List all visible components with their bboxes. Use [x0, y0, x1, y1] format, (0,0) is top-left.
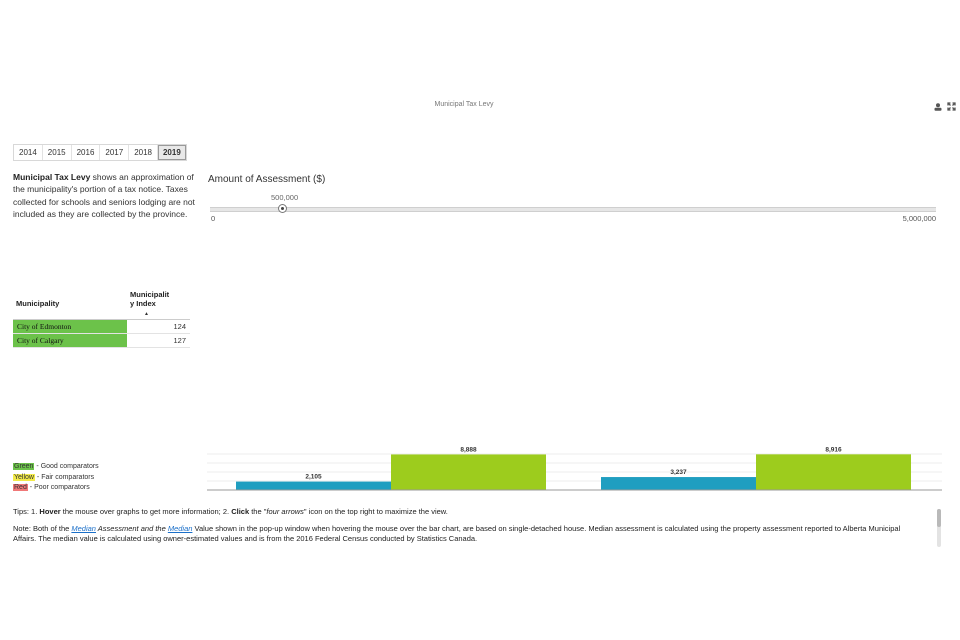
slider-value-label: 500,000	[271, 193, 299, 202]
year-button-2015[interactable]: 2015	[42, 145, 72, 160]
median-link[interactable]: Median	[167, 524, 193, 533]
assessment-slider-thumb[interactable]	[278, 204, 288, 213]
year-button-2017[interactable]: 2017	[100, 145, 130, 160]
year-button-2016[interactable]: 2016	[71, 145, 101, 160]
municipality-index: 127	[127, 333, 190, 348]
tips-mid: the mouse over graphs to get more inform…	[60, 507, 232, 516]
bar-2-1[interactable]	[601, 477, 756, 490]
slider-min-label: 0	[211, 214, 216, 223]
slider-label: Amount of Assessment ($)	[208, 174, 326, 185]
assessment-slider-track[interactable]	[210, 207, 936, 212]
column-header-municipality[interactable]: Municipality	[13, 288, 127, 320]
note: Note: Both of the Median Assessment and …	[13, 524, 923, 544]
year-button-2014[interactable]: 2014	[14, 145, 43, 160]
legend-swatch: Red	[13, 484, 28, 491]
bar-1-2[interactable]	[391, 454, 546, 490]
tips-mid2: the "	[249, 507, 267, 516]
person-icon[interactable]	[933, 102, 942, 111]
bar-value-label: 2,105	[305, 474, 322, 481]
slider-max-label: 5,000,000	[902, 214, 936, 223]
bar-1-1[interactable]	[236, 481, 391, 490]
year-selector: 2014 2015 2016 2017 2018 2019	[13, 144, 187, 161]
municipality-index: 124	[127, 319, 190, 334]
page-title: Municipal Tax Levy	[434, 101, 494, 108]
column-header-index-label: Municipalit y Index	[130, 290, 170, 308]
note-scrollbar[interactable]	[937, 509, 941, 547]
year-button-2018[interactable]: 2018	[129, 145, 158, 160]
legend-item: Green - Good comparators	[13, 462, 99, 473]
tips-prefix: Tips: 1.	[13, 507, 40, 516]
bar-2-2[interactable]	[756, 454, 911, 490]
tips-icon-ref: four arrows	[266, 507, 304, 516]
four-arrows-icon[interactable]	[947, 102, 956, 111]
table-row[interactable]: City of Calgary 127	[13, 333, 190, 348]
legend-text: - Fair comparators	[34, 473, 95, 481]
municipality-table: Municipality Municipalit y Index ▲ City o…	[13, 288, 190, 348]
bar-value-label: 8,916	[825, 446, 842, 453]
legend-text: - Poor comparators	[27, 484, 90, 491]
column-header-index[interactable]: Municipalit y Index ▲	[127, 288, 190, 320]
note-part: Note: Both of the	[13, 524, 72, 533]
sort-ascending-icon: ▲	[144, 311, 149, 317]
bar-value-label: 8,888	[460, 446, 477, 453]
note-part: Assessment and the	[95, 524, 168, 533]
tips-end: " icon on the top right to maximize the …	[303, 507, 448, 516]
median-link[interactable]: Median	[71, 524, 96, 533]
tips-click: Click	[231, 507, 250, 516]
municipality-name: City of Edmonton	[13, 319, 127, 334]
description-title: Municipal Tax Levy	[13, 172, 91, 182]
note-part: Value shown in the pop-up window when ho…	[13, 524, 901, 543]
legend-text: - Good comparators	[34, 463, 99, 470]
table-row[interactable]: City of Edmonton 124	[13, 319, 190, 334]
description: Municipal Tax Levy shows an approximatio…	[13, 171, 198, 221]
municipality-name: City of Calgary	[13, 333, 127, 348]
tips-hover: Hover	[39, 507, 61, 516]
legend: Green - Good comparators Yellow - Fair co…	[13, 462, 99, 494]
legend-item: Yellow - Fair comparators	[13, 473, 99, 484]
tips: Tips: 1. Hover the mouse over graphs to …	[13, 507, 448, 516]
description-text: shows an approximation of the municipali…	[13, 172, 195, 220]
bar-value-label: 3,237	[670, 469, 687, 476]
legend-item: Red - Poor comparators	[13, 483, 99, 494]
legend-swatch: Green	[13, 463, 35, 470]
bar-chart: 2,105 8,888 3,237 8,916	[207, 446, 942, 491]
legend-swatch: Yellow	[13, 473, 35, 481]
year-button-2019[interactable]: 2019	[157, 145, 186, 160]
note-scrollbar-thumb[interactable]	[937, 509, 941, 527]
